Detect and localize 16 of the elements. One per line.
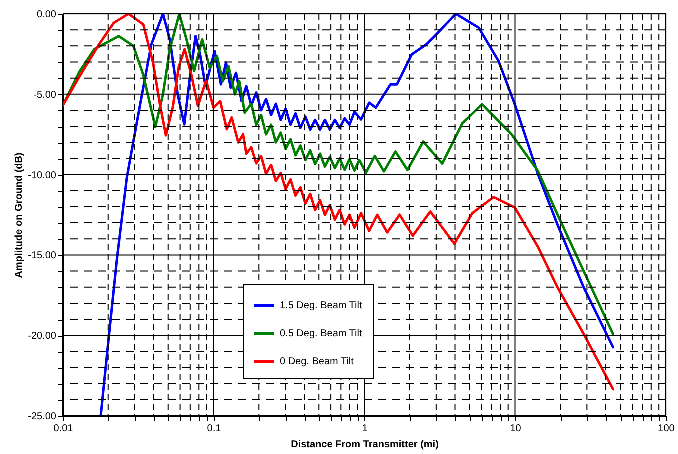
x-tick-label: 0.01 — [54, 424, 74, 434]
x-tick-label: 0.1 — [207, 424, 222, 434]
y-tick-label: 0.00 — [37, 10, 57, 20]
x-tick-label: 10 — [510, 424, 522, 434]
x-tick-label: 100 — [658, 424, 676, 434]
x-tick-label: 1 — [362, 424, 368, 434]
y-axis-title: Amplitude on Ground (dB) — [14, 152, 26, 278]
y-tick-label: -5.00 — [34, 90, 57, 101]
legend-label: 1.5 Deg. Beam Tilt — [280, 300, 362, 312]
y-tick-label: -25.00 — [28, 412, 57, 422]
y-tick-label: -10.00 — [28, 170, 57, 182]
legend-label: 0 Deg. Beam Tilt — [280, 356, 354, 368]
y-tick-label: -15.00 — [28, 250, 57, 262]
y-tick-label: -20.00 — [28, 331, 57, 342]
legend-label: 0.5 Deg. Beam Tilt — [280, 328, 362, 340]
x-axis-title: Distance From Transmitter (mi) — [291, 440, 439, 450]
